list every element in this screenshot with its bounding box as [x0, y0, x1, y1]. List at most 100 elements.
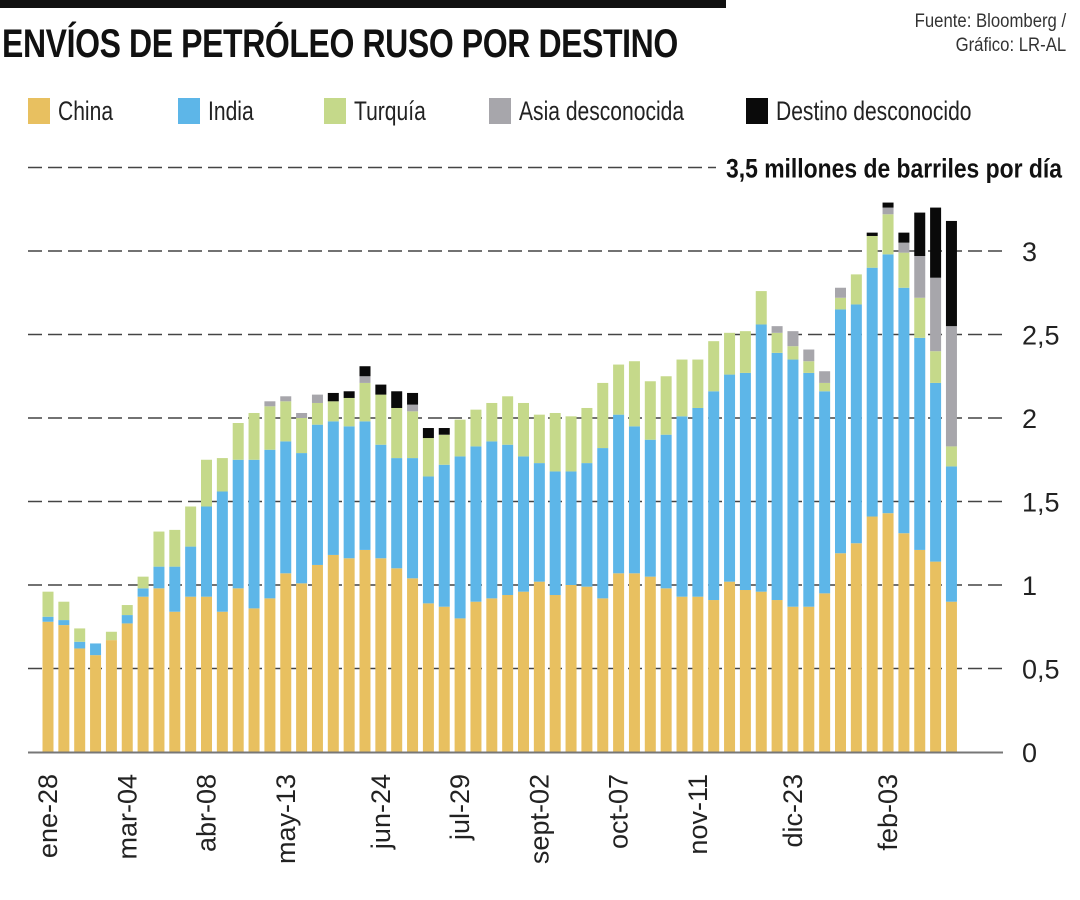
- bar-segment-asia-desconocida: [359, 376, 371, 383]
- bar-segment-china: [470, 601, 482, 752]
- bar-segment-india: [375, 444, 387, 559]
- bar-segment-india: [153, 566, 165, 589]
- bar-segment-india: [882, 254, 894, 514]
- bar-segment-destino-desconocido: [407, 392, 419, 405]
- bar-segment-china: [137, 596, 149, 752]
- bar-segment-turquia: [708, 341, 720, 392]
- bar-segment-china: [105, 640, 117, 752]
- bar-segment-china: [201, 596, 212, 752]
- bar-segment-india: [771, 352, 783, 601]
- bar-segment-turquia: [264, 406, 276, 450]
- y-tick-label: 0,5: [1022, 655, 1060, 685]
- bar-segment-india: [644, 439, 656, 577]
- bar-segment-india: [787, 359, 799, 607]
- y-tick-label: 1,5: [1022, 488, 1060, 518]
- bar-segment-china: [644, 576, 656, 752]
- bar-segment-turquia: [771, 332, 783, 353]
- bar-segment-asia-desconocida: [803, 349, 815, 362]
- bar-segment-china: [724, 581, 736, 752]
- bar-segment-turquia: [882, 214, 894, 255]
- y-tick-label: 2,5: [1022, 321, 1060, 351]
- legend-swatch-asia-desconocida: [489, 98, 511, 124]
- bar-segment-india: [311, 424, 323, 565]
- bar-segment-turquia: [739, 331, 751, 373]
- bar-segment-china: [581, 586, 593, 752]
- bar-segment-india: [739, 372, 751, 591]
- bar-segment-india: [945, 466, 957, 602]
- bar-segment-india: [803, 372, 815, 607]
- bar-segment-india: [866, 267, 878, 517]
- x-tick-label: dic-23: [778, 774, 808, 848]
- bar-segment-china: [597, 598, 609, 752]
- bar-segment-india: [597, 448, 609, 599]
- bar-segment-china: [121, 623, 133, 752]
- y-tick-labels: 0 0,5 1 1,5 2 2,5 3: [1022, 237, 1060, 768]
- bar-segment-india: [533, 463, 545, 582]
- bar-segment-asia-desconocida: [882, 207, 894, 215]
- bar-segment-india: [407, 458, 419, 579]
- bar-segment-turquia: [311, 402, 323, 425]
- bar-segment-turquia: [232, 423, 244, 460]
- bar-segment-india: [518, 456, 529, 592]
- bar-segment-destino-desconocido: [930, 207, 942, 278]
- bar-segment-asia-desconocida: [407, 404, 419, 412]
- bar-segment-turquia: [850, 274, 862, 305]
- bar-segment-india: [438, 464, 450, 607]
- bar-segment-china: [422, 603, 434, 752]
- bar-segment-india: [391, 458, 403, 569]
- bar-segment-turquia: [660, 376, 672, 435]
- bar-segment-india: [42, 616, 54, 622]
- x-tick-label: sept-02: [524, 774, 554, 864]
- bar-segment-turquia: [343, 397, 355, 427]
- bar-segment-turquia: [898, 252, 910, 288]
- bar-segment-turquia: [201, 459, 212, 507]
- bar-segment-destino-desconocido: [343, 391, 355, 398]
- bar-segment-destino-desconocido: [882, 202, 894, 208]
- bar-segment-asia-desconocida: [930, 277, 942, 352]
- bar-segment-china: [898, 533, 910, 752]
- bar-segment-china: [945, 601, 957, 752]
- bar-segment-china: [771, 600, 783, 752]
- bar-segment-asia-desconocida: [771, 326, 783, 333]
- bar-segment-turquia: [819, 382, 831, 392]
- bar-segment-turquia: [454, 419, 466, 457]
- bar-segment-turquia: [327, 401, 339, 422]
- bar-segment-turquia: [724, 332, 736, 375]
- chart-title: ENVÍOS DE PETRÓLEO RUSO POR DESTINO: [2, 22, 678, 66]
- bar-segment-china: [755, 591, 767, 752]
- bar-segment-china: [628, 573, 640, 752]
- bar-segment-destino-desconocido: [375, 384, 387, 395]
- legend-label-destino-desconocido: Destino desconocido: [776, 95, 972, 126]
- bar-segment-china: [882, 513, 894, 752]
- bar-segment-china: [930, 561, 942, 752]
- bar-segment-india: [74, 641, 86, 649]
- legend-item-india: India: [178, 96, 324, 127]
- bar-segment-asia-desconocida: [311, 394, 323, 403]
- bar-segment-china: [454, 618, 466, 752]
- legend-swatch-destino-desconocido: [746, 98, 768, 124]
- bar-segment-turquia: [216, 458, 228, 492]
- bar-segment-india: [676, 416, 688, 597]
- bar-segment-turquia: [391, 407, 403, 459]
- bar-segment-destino-desconocido: [422, 428, 434, 439]
- bar-segment-india: [58, 620, 70, 626]
- bar-segment-india: [486, 441, 498, 599]
- bar-segment-india: [359, 421, 371, 550]
- bar-segment-india: [628, 426, 640, 574]
- bar-segment-turquia: [628, 361, 640, 427]
- bar-segment-turquia: [74, 628, 86, 642]
- x-tick-label: feb-03: [873, 774, 903, 851]
- bar-segment-turquia: [375, 394, 387, 445]
- bar-segment-india: [422, 476, 434, 604]
- x-tick-labels: ene-28 mar-04 abr-08 may-13 jun-24 jul-29 sept…: [33, 774, 903, 864]
- bar-segment-china: [549, 595, 561, 752]
- bar-segment-turquia: [185, 506, 197, 547]
- bar-segment-china: [311, 564, 323, 752]
- bar-segment-india: [185, 546, 197, 597]
- bar-segment-turquia: [787, 346, 799, 360]
- bar-segment-turquia: [470, 409, 482, 447]
- bar-segment-china: [216, 611, 228, 752]
- bar-segment-destino-desconocido: [945, 220, 957, 327]
- bar-segment-china: [232, 588, 244, 752]
- x-tick-label: jun-24: [366, 774, 396, 850]
